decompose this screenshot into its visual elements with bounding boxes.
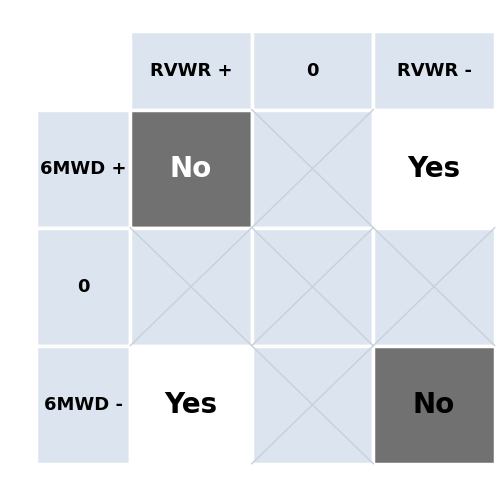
Text: 6MWD +: 6MWD + bbox=[40, 160, 126, 177]
Text: No: No bbox=[413, 391, 455, 419]
Text: 0: 0 bbox=[306, 62, 319, 79]
Bar bbox=[36, 31, 130, 110]
Bar bbox=[374, 31, 495, 110]
Bar bbox=[130, 31, 252, 110]
Text: Yes: Yes bbox=[408, 155, 461, 183]
Bar bbox=[36, 345, 130, 464]
Bar bbox=[36, 228, 130, 345]
Bar bbox=[374, 228, 495, 345]
Bar bbox=[374, 110, 495, 228]
Text: 6MWD -: 6MWD - bbox=[44, 396, 123, 414]
Bar bbox=[252, 228, 374, 345]
Text: No: No bbox=[170, 155, 212, 183]
Bar bbox=[252, 345, 374, 464]
Text: 0: 0 bbox=[77, 278, 90, 295]
Bar bbox=[130, 110, 252, 228]
Bar bbox=[130, 345, 252, 464]
Bar bbox=[252, 110, 374, 228]
Text: RVWR +: RVWR + bbox=[150, 62, 232, 79]
Bar bbox=[36, 110, 130, 228]
Text: Yes: Yes bbox=[164, 391, 218, 419]
Bar bbox=[252, 31, 374, 110]
Bar bbox=[130, 228, 252, 345]
Bar bbox=[374, 345, 495, 464]
Text: RVWR -: RVWR - bbox=[396, 62, 471, 79]
